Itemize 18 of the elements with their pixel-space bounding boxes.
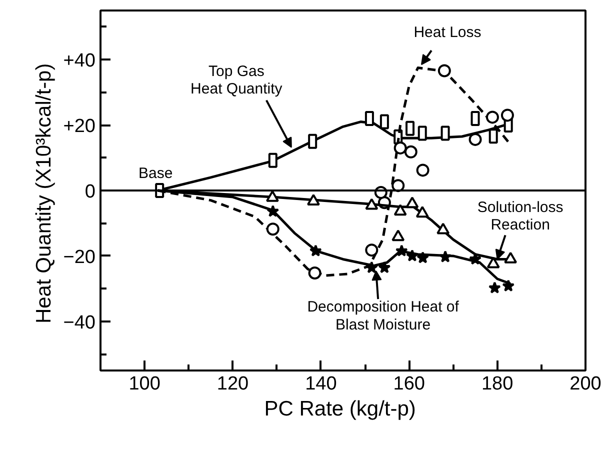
x-tick-label: 180	[481, 374, 514, 394]
x-axis-title: PC Rate (kg/t-p)	[264, 398, 416, 420]
annotation: Top Gas Heat Quantity	[190, 62, 283, 98]
y-tick-label: −20	[63, 246, 96, 268]
x-tick-label: 100	[128, 374, 160, 394]
annotation: Solution-loss Reaction	[477, 198, 564, 234]
y-tick-label: +20	[63, 116, 96, 138]
x-tick-label: 120	[216, 374, 249, 394]
y-tick-label: −40	[63, 312, 96, 334]
y-tick-label: +40	[63, 50, 96, 72]
annotation: Heat Loss	[414, 24, 482, 41]
annotation: Decomposition Heat of Blast Moisture	[307, 298, 460, 334]
y-tick-label: 0	[84, 182, 96, 202]
x-tick-label: 200	[570, 374, 602, 394]
x-tick-label: 140	[305, 374, 337, 394]
annotation: Base	[138, 165, 173, 182]
y-axis-title: Heat Quantity (X10³kcal/t-p)	[32, 63, 56, 324]
x-tick-label: 160	[393, 374, 425, 394]
